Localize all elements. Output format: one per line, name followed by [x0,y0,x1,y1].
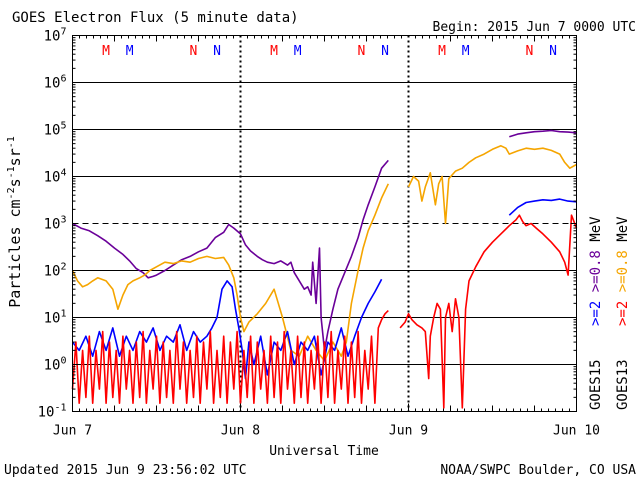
x-tick-label-1: Jun 8 [221,424,260,439]
y-label-exp-sr: -1 [6,136,17,148]
legend-unit-1: MeV [615,216,631,242]
data-series [71,129,578,409]
series-0-segment-1 [509,129,577,138]
legend-item-1-1: >=0.8 [615,242,631,293]
svg-text:Particles cm-2s-1sr-1: Particles cm-2s-1sr-1 [6,136,24,308]
local-time-marker-7: N [381,44,389,59]
local-time-marker-4: M [270,44,278,59]
x-tick-labels: Jun 7 Jun 8 Jun 9 Jun 10 [53,424,600,439]
local-time-marker-2: N [190,44,198,59]
local-time-marker-3: N [213,44,221,59]
x-tick-label-0: Jun 7 [53,424,92,439]
y-tick-label-7: 106 [44,74,67,92]
y-label-exp-cm: -2 [6,187,17,199]
y-tick-labels: 10-1 100 101 102 103 104 105 106 107 [38,27,67,421]
series-0-segment-0 [72,159,389,352]
local-time-marker-0: M [102,44,110,59]
chart-title: GOES Electron Flux (5 minute data) [12,10,299,26]
y-tick-label-6: 105 [44,121,67,139]
credit: NOAA/SWPC Boulder, CO USA [440,463,636,478]
legend-unit-0: MeV [588,216,604,242]
y-tick-label-5: 104 [44,168,67,186]
legend-item-0-0: >=2 [588,292,604,326]
y-tick-label-8: 107 [44,27,67,45]
local-time-marker-9: M [462,44,470,59]
series-1-segment-0 [71,183,390,362]
y-tick-label-2: 101 [44,309,67,327]
x-axis-label: Universal Time [269,444,379,459]
begin-time: Begin: 2015 Jun 7 0000 UTC [433,20,637,35]
legend: GOES15 >=2 >=0.8 MeV GOES13 >=2 >=0.8 MeV [588,216,631,410]
y-label-exp-s: -1 [6,166,17,178]
series-3-segment-0 [71,310,389,405]
legend-item-1-0: >=2 [615,292,631,326]
local-time-marker-11: N [549,44,557,59]
plot-frame [72,35,577,412]
local-time-marker-5: M [294,44,302,59]
legend-group-1: >=2 >=0.8 MeV [615,216,631,326]
series-2-segment-1 [508,198,577,216]
updated-timestamp: Updated 2015 Jun 9 23:56:02 UTC [4,463,247,478]
y-axis-label: Particles cm-2s-1sr-1 [6,136,24,308]
legend-item-0-1: >=0.8 [588,242,604,293]
local-time-marker-6: N [358,44,366,59]
x-tick-label-3: Jun 10 [553,424,600,439]
legend-satellite-0: GOES15 [588,359,604,410]
y-label-sr: sr [6,148,24,166]
local-time-marker-8: M [438,44,446,59]
legend-group-0: >=2 >=0.8 MeV [588,216,604,326]
y-label-s: s [6,178,24,187]
y-tick-label-0: 10-1 [38,403,67,421]
series-3-segment-1 [399,214,578,409]
y-tick-label-1: 100 [44,356,67,374]
local-time-marker-1: M [126,44,134,59]
y-tick-label-3: 102 [44,262,67,280]
y-tick-label-4: 103 [44,215,67,233]
x-tick-label-2: Jun 9 [389,424,428,439]
legend-satellite-1: GOES13 [615,359,631,410]
series-2-segment-0 [71,278,383,380]
local-time-marker-10: N [526,44,534,59]
series-1-segment-1 [407,145,577,225]
gridlines [72,82,577,365]
y-label-base: Particles cm [6,199,24,307]
